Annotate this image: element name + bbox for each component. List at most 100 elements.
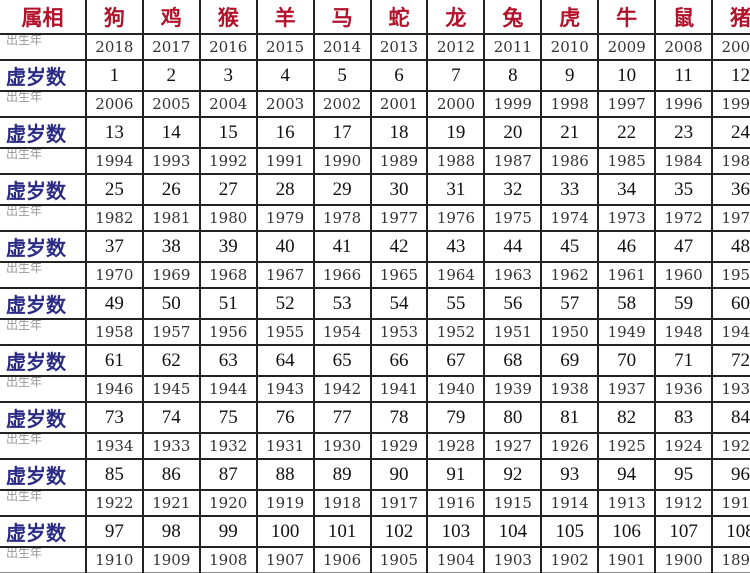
- age-cell: 11: [654, 59, 714, 92]
- age-cell: 74: [141, 401, 201, 434]
- birth-year-cell: 1942: [312, 375, 372, 403]
- zodiac-header: 蛇: [369, 0, 429, 35]
- birth-year-cell: 1960: [654, 261, 714, 289]
- birth-year-cell: 2006: [84, 90, 144, 118]
- birth-year-label: 出生年: [0, 375, 87, 403]
- birth-year-cell: 2010: [540, 33, 600, 61]
- age-cell: 52: [255, 287, 315, 320]
- age-cell: 107: [654, 515, 714, 548]
- age-cell: 96: [711, 458, 750, 491]
- birth-year-cell: 2012: [426, 33, 486, 61]
- birth-year-cell: 1909: [141, 546, 201, 573]
- age-cell: 24: [711, 116, 750, 149]
- age-row: 虚岁数 1 2 3 4 5 6 7 8 9 10 11 12: [0, 59, 750, 92]
- birth-year-cell: 1907: [255, 546, 315, 573]
- birth-year-cell: 1921: [141, 489, 201, 517]
- birth-year-cell: 2007: [711, 33, 750, 61]
- birth-year-cell: 1971: [711, 204, 750, 232]
- birth-year-cell: 1912: [654, 489, 714, 517]
- age-cell: 84: [711, 401, 750, 434]
- age-cell: 3: [198, 59, 258, 92]
- age-cell: 8: [483, 59, 543, 92]
- birth-year-row: 出生年 1970 1969 1968 1967 1966 1965 1964 1963 1962 1…: [0, 261, 750, 289]
- age-cell: 63: [198, 344, 258, 377]
- age-cell: 26: [141, 173, 201, 206]
- birth-year-cell: 1969: [141, 261, 201, 289]
- age-cell: 25: [84, 173, 144, 206]
- zodiac-header: 虎: [540, 0, 600, 35]
- age-cell: 92: [483, 458, 543, 491]
- birth-year-row: 出生年 1982 1981 1980 1979 1978 1977 1976 1975 1974 1…: [0, 204, 750, 232]
- birth-year-cell: 1915: [483, 489, 543, 517]
- age-cell: 13: [84, 116, 144, 149]
- birth-year-cell: 2002: [312, 90, 372, 118]
- age-label: 虚岁数: [0, 458, 87, 491]
- birth-year-cell: 1950: [540, 318, 600, 346]
- birth-year-cell: 1992: [198, 147, 258, 175]
- birth-year-cell: 1973: [597, 204, 657, 232]
- birth-year-label: 出生年: [0, 33, 87, 61]
- age-cell: 21: [540, 116, 600, 149]
- birth-year-cell: 2003: [255, 90, 315, 118]
- birth-year-cell: 1938: [540, 375, 600, 403]
- age-cell: 37: [84, 230, 144, 263]
- age-cell: 1: [84, 59, 144, 92]
- age-label: 虚岁数: [0, 173, 87, 206]
- birth-year-cell: 1990: [312, 147, 372, 175]
- age-cell: 7: [426, 59, 486, 92]
- age-label: 虚岁数: [0, 59, 87, 92]
- age-row: 虚岁数 13 14 15 16 17 18 19 20 21 22 23 24: [0, 116, 750, 149]
- birth-year-cell: 1941: [369, 375, 429, 403]
- zodiac-header: 兔: [483, 0, 543, 35]
- birth-year-row: 出生年 1922 1921 1920 1919 1918 1917 1916 1915 1914 1…: [0, 489, 750, 517]
- age-cell: 43: [426, 230, 486, 263]
- age-cell: 82: [597, 401, 657, 434]
- birth-year-cell: 1985: [597, 147, 657, 175]
- age-row: 虚岁数 25 26 27 28 29 30 31 32 33 34 35 36: [0, 173, 750, 206]
- age-cell: 27: [198, 173, 258, 206]
- birth-year-cell: 1949: [597, 318, 657, 346]
- age-row: 虚岁数 73 74 75 76 77 78 79 80 81 82 83 84: [0, 401, 750, 434]
- age-label: 虚岁数: [0, 116, 87, 149]
- age-cell: 59: [654, 287, 714, 320]
- birth-year-cell: 1982: [84, 204, 144, 232]
- birth-year-cell: 1914: [540, 489, 600, 517]
- age-cell: 89: [312, 458, 372, 491]
- age-cell: 5: [312, 59, 372, 92]
- age-cell: 28: [255, 173, 315, 206]
- birth-year-cell: 1987: [483, 147, 543, 175]
- age-cell: 56: [483, 287, 543, 320]
- age-cell: 102: [369, 515, 429, 548]
- age-cell: 48: [711, 230, 750, 263]
- birth-year-cell: 2000: [426, 90, 486, 118]
- birth-year-cell: 2015: [255, 33, 315, 61]
- age-row: 虚岁数 49 50 51 52 53 54 55 56 57 58 59 60: [0, 287, 750, 320]
- birth-year-cell: 1957: [141, 318, 201, 346]
- birth-year-cell: 1946: [84, 375, 144, 403]
- age-cell: 9: [540, 59, 600, 92]
- age-cell: 105: [540, 515, 600, 548]
- birth-year-cell: 1989: [369, 147, 429, 175]
- birth-year-cell: 1908: [198, 546, 258, 573]
- birth-year-cell: 1906: [312, 546, 372, 573]
- age-cell: 73: [84, 401, 144, 434]
- age-cell: 101: [312, 515, 372, 548]
- birth-year-label: 出生年: [0, 318, 87, 346]
- age-cell: 103: [426, 515, 486, 548]
- age-cell: 93: [540, 458, 600, 491]
- birth-year-cell: 2018: [84, 33, 144, 61]
- age-cell: 98: [141, 515, 201, 548]
- birth-year-cell: 1979: [255, 204, 315, 232]
- birth-year-cell: 1974: [540, 204, 600, 232]
- birth-year-cell: 2001: [369, 90, 429, 118]
- age-cell: 66: [369, 344, 429, 377]
- birth-year-cell: 1922: [84, 489, 144, 517]
- age-cell: 108: [711, 515, 750, 548]
- birth-year-cell: 1947: [711, 318, 750, 346]
- age-cell: 91: [426, 458, 486, 491]
- age-cell: 65: [312, 344, 372, 377]
- birth-year-cell: 1955: [255, 318, 315, 346]
- birth-year-cell: 1925: [597, 432, 657, 460]
- header-label: 属相: [0, 0, 87, 35]
- birth-year-cell: 1916: [426, 489, 486, 517]
